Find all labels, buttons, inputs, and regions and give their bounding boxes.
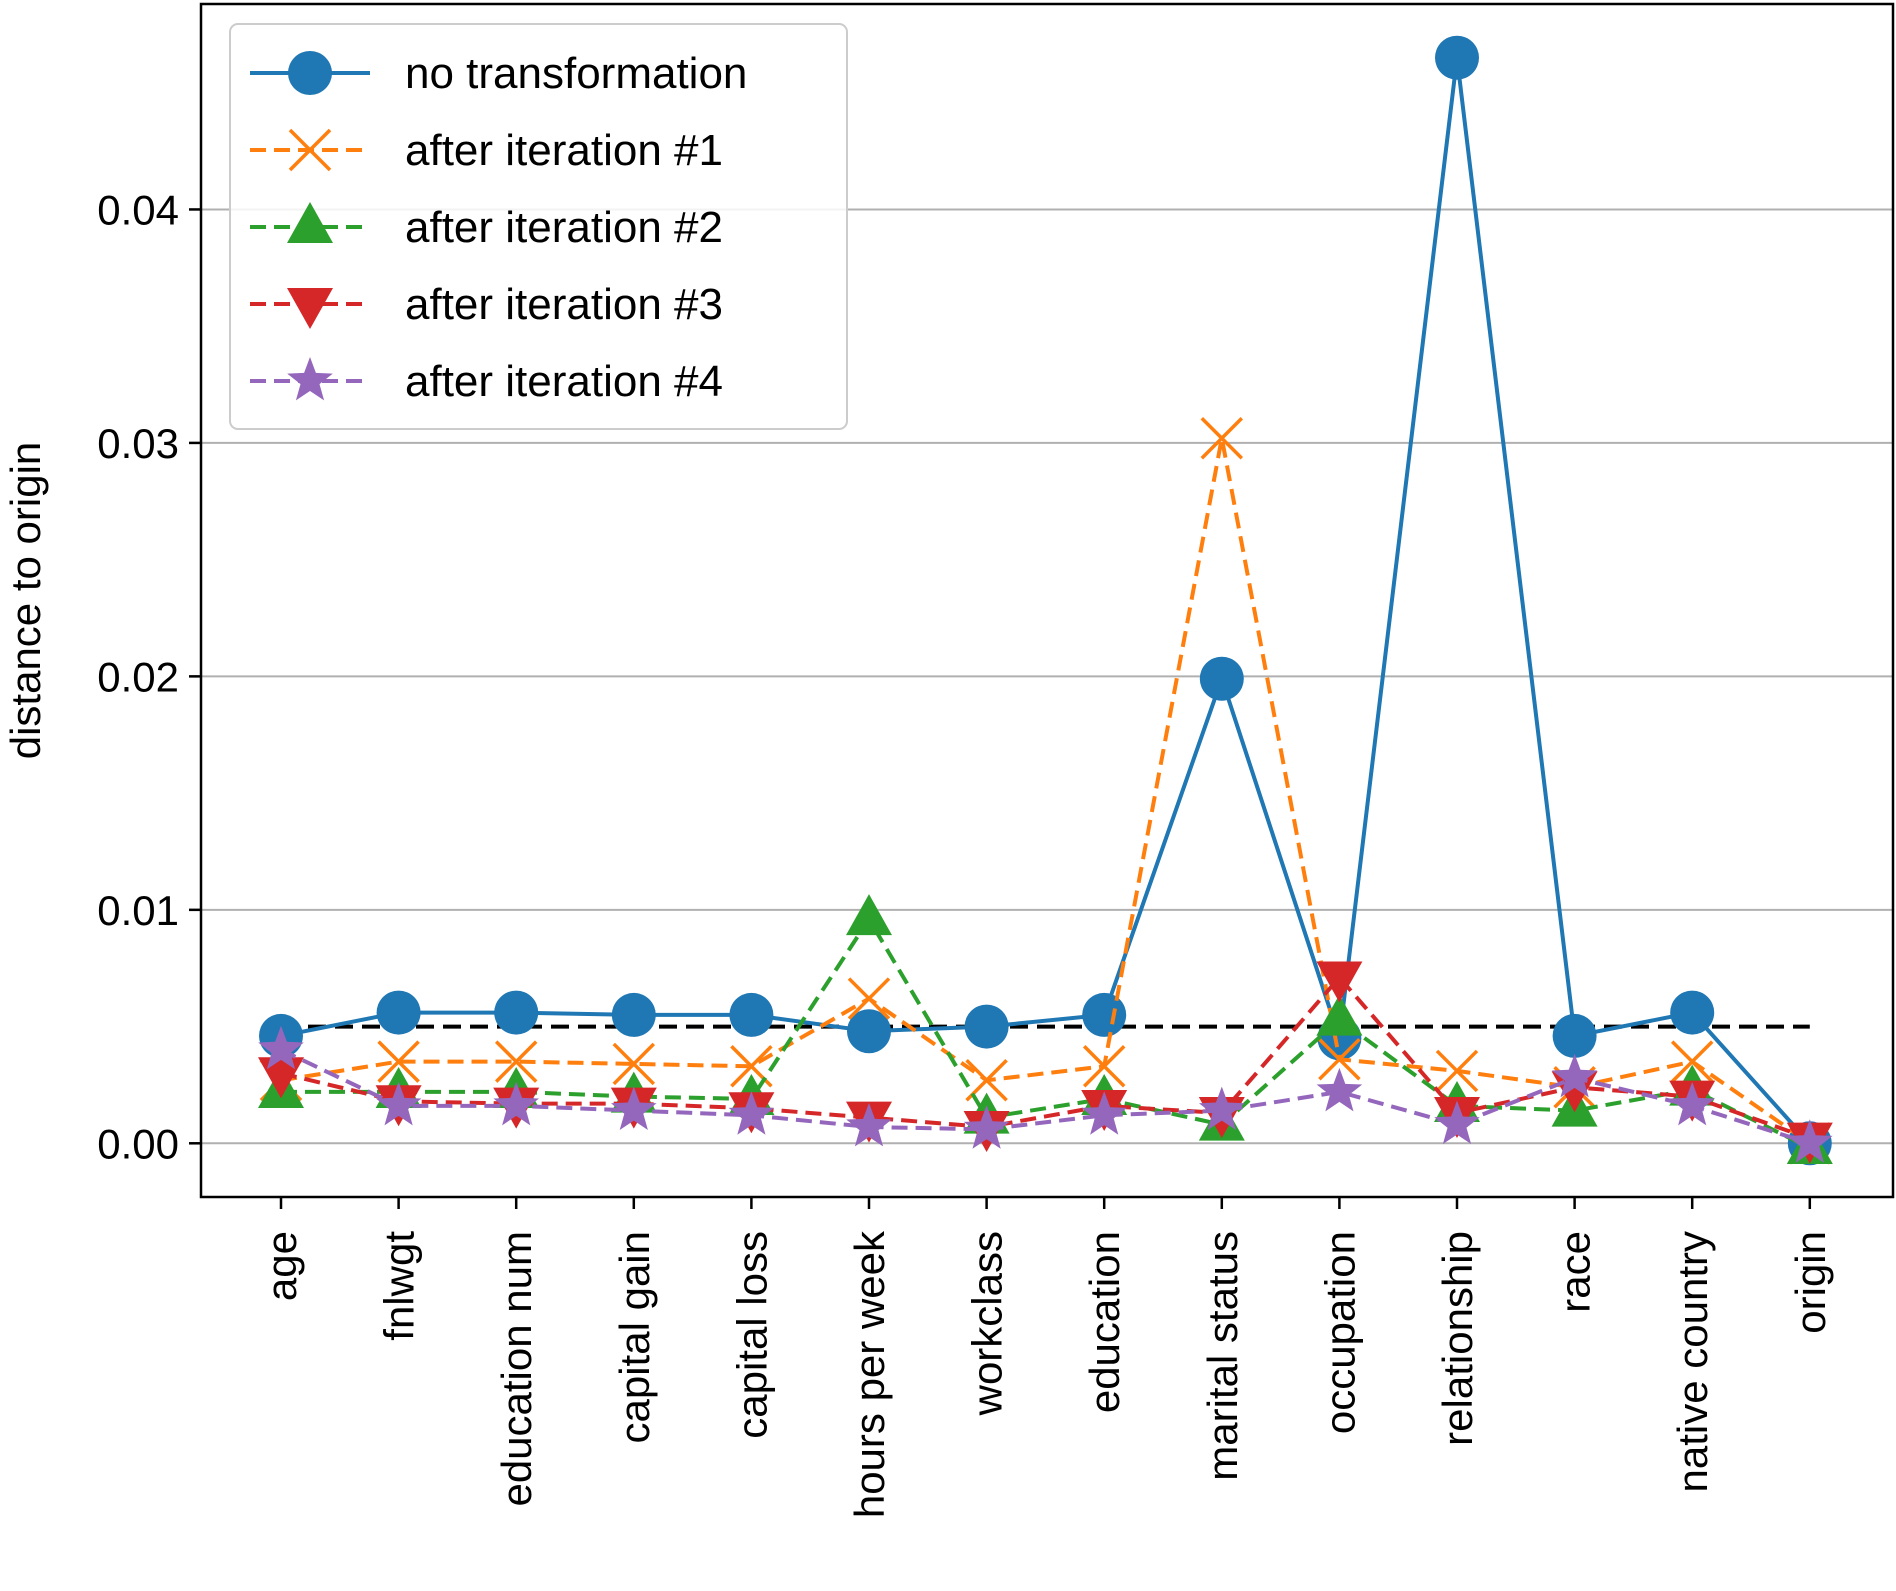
- series-line: [280, 975, 1811, 1141]
- legend-label: after iteration #2: [405, 203, 723, 252]
- data-point: [1435, 35, 1479, 80]
- legend-marker: [287, 288, 333, 329]
- y-tick-label: 0.01: [97, 887, 179, 934]
- data-point: [611, 1086, 657, 1130]
- data-point: [1670, 990, 1715, 1035]
- data-point: [1787, 1119, 1833, 1163]
- data-point: [729, 992, 774, 1037]
- data-point: [847, 977, 891, 1020]
- data-point: [1669, 1081, 1715, 1126]
- data-point: [1318, 1038, 1361, 1081]
- data-point: [846, 1103, 892, 1147]
- data-point: [258, 1025, 304, 1070]
- x-tick-label: capital loss: [728, 1231, 775, 1439]
- data-point: [1200, 417, 1244, 460]
- data-point: [1551, 1053, 1598, 1098]
- data-point: [1316, 961, 1363, 1003]
- series-group: [258, 35, 1833, 1166]
- plot-frame: [199, 2, 1895, 1199]
- data-point: [258, 1057, 304, 1099]
- data-point: [1316, 994, 1363, 1036]
- y-tick-label: 0.00: [97, 1120, 179, 1167]
- legend-label: after iteration #1: [405, 126, 723, 175]
- x-tick-label: education: [1081, 1231, 1128, 1413]
- data-point: [494, 990, 539, 1035]
- y-axis-label: distance to origin: [2, 442, 49, 760]
- data-point: [375, 1081, 422, 1126]
- data-point: [493, 1081, 539, 1126]
- data-point: [1082, 992, 1127, 1037]
- legend-label: after iteration #4: [405, 357, 723, 406]
- legend-marker: [288, 51, 332, 95]
- data-point: [1199, 1086, 1245, 1130]
- data-point: [376, 990, 421, 1035]
- data-point: [963, 1105, 1010, 1149]
- legend-box: [229, 23, 848, 430]
- data-point: [377, 1040, 420, 1083]
- x-tick-label: occupation: [1316, 1231, 1363, 1434]
- y-axis: 0.00 0.01 0.02 0.03 0.04: [97, 186, 201, 1167]
- data-point: [846, 894, 892, 936]
- y-tick-label: 0.03: [97, 420, 179, 467]
- x-tick-label: education num: [493, 1231, 540, 1507]
- data-point: [1670, 1040, 1714, 1083]
- legend-item: after iteration #4: [250, 357, 723, 406]
- x-tick-label: capital gain: [611, 1231, 658, 1443]
- x-tick-label: age: [258, 1231, 305, 1301]
- data-point: [847, 1009, 891, 1054]
- legend-marker: [287, 202, 333, 243]
- data-point: [964, 1004, 1009, 1049]
- x-tick-label: relationship: [1434, 1231, 1481, 1446]
- x-tick-label: origin: [1787, 1231, 1834, 1334]
- y-tick-label: 0.04: [97, 186, 179, 233]
- data-point: [1552, 1013, 1597, 1058]
- data-point: [611, 992, 656, 1037]
- data-point: [1082, 1045, 1126, 1088]
- data-point: [728, 1091, 775, 1135]
- data-point: [1435, 1049, 1479, 1093]
- x-axis: age fnlwgt education num capital gain capita…: [258, 1197, 1834, 1518]
- legend-item: no transformation: [250, 49, 747, 98]
- legend-label: after iteration #3: [405, 280, 723, 329]
- x-tick-label: hours per week: [846, 1230, 893, 1518]
- series-4: [258, 961, 1833, 1164]
- data-point: [494, 1040, 538, 1083]
- legend-marker: [288, 128, 332, 172]
- series-line: [280, 1048, 1811, 1146]
- series-2: [259, 417, 1832, 1165]
- y-tick-label: 0.02: [97, 653, 179, 700]
- x-tick-label: workclass: [964, 1231, 1011, 1416]
- legend-marker: [287, 357, 333, 401]
- data-point: [1081, 1091, 1127, 1135]
- legend-item: after iteration #2: [250, 202, 723, 252]
- legend-item: after iteration #1: [250, 126, 723, 175]
- x-tick-label: race: [1552, 1231, 1599, 1313]
- data-point: [1199, 656, 1244, 701]
- data-point: [1316, 1067, 1363, 1112]
- legend-label: no transformation: [405, 49, 747, 98]
- x-tick-label: marital status: [1199, 1231, 1246, 1481]
- legend: no transformation after iteration #1 after…: [229, 23, 848, 430]
- legend-item: after iteration #3: [250, 280, 723, 329]
- series-5: [258, 1025, 1833, 1163]
- x-tick-label: native country: [1669, 1231, 1716, 1492]
- data-point: [1434, 1100, 1480, 1144]
- data-point: [612, 1042, 656, 1086]
- x-tick-label: fnlwgt: [376, 1231, 423, 1341]
